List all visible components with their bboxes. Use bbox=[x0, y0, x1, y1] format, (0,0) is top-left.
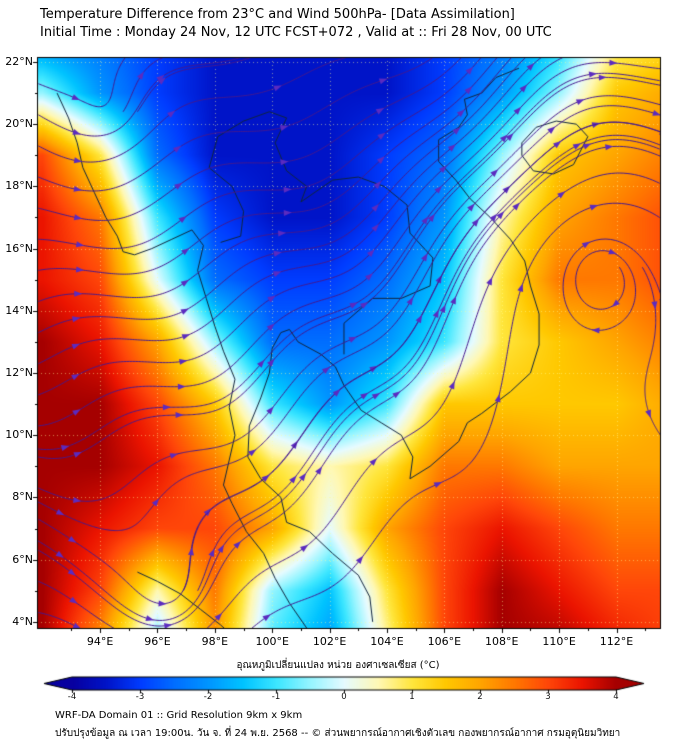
lon-tick-label: 102°E bbox=[312, 635, 347, 648]
lon-tick-label: 106°E bbox=[427, 635, 462, 648]
footer-domain-info: WRF-DA Domain 01 :: Grid Resolution 9km … bbox=[55, 710, 303, 721]
colorbar-tick-label: -2 bbox=[203, 692, 213, 702]
lat-tick-label: 10°N bbox=[5, 428, 33, 442]
lon-tick-label: 96°E bbox=[144, 635, 171, 648]
lat-tick-label: 14°N bbox=[5, 303, 33, 317]
lon-tick-label: 110°E bbox=[542, 635, 576, 648]
lat-tick-label: 20°N bbox=[5, 117, 33, 131]
footer-update-info: ปรับปรุงข้อมูล ณ เวลา 19:00น. วัน จ. ที่… bbox=[55, 728, 621, 739]
colorbar-tick-label: 4 bbox=[613, 692, 619, 702]
lat-tick-label: 6°N bbox=[12, 552, 33, 566]
colorbar-canvas bbox=[0, 672, 676, 696]
colorbar-tick-label: 3 bbox=[545, 692, 551, 702]
lon-tick-label: 100°E bbox=[255, 635, 289, 648]
lon-tick-label: 104°E bbox=[370, 635, 404, 648]
lat-tick-label: 22°N bbox=[5, 54, 33, 68]
lat-tick-label: 16°N bbox=[5, 241, 33, 255]
lat-tick-label: 4°N bbox=[12, 614, 33, 628]
lat-tick-label: 8°N bbox=[12, 490, 33, 504]
colorbar-label: อุณหภูมิเปลี่ยนแปลง หน่วย องศาเซลเซียส (… bbox=[236, 660, 440, 671]
colorbar-tick-label: 1 bbox=[409, 692, 415, 702]
colorbar-tick-label: 2 bbox=[477, 692, 483, 702]
lon-tick-label: 112°E bbox=[599, 635, 634, 648]
lon-tick-label: 108°E bbox=[485, 635, 519, 648]
colorbar-tick-label: -3 bbox=[135, 692, 145, 702]
colorbar-tick-label: 0 bbox=[341, 692, 347, 702]
lat-tick-label: 18°N bbox=[5, 179, 33, 193]
colorbar-tick-label: -4 bbox=[67, 692, 77, 702]
map-canvas bbox=[0, 0, 676, 660]
lon-tick-label: 98°E bbox=[201, 635, 229, 648]
lat-tick-label: 12°N bbox=[5, 366, 33, 379]
colorbar-tick-label: -1 bbox=[271, 692, 281, 702]
lon-tick-label: 94°E bbox=[86, 635, 114, 648]
